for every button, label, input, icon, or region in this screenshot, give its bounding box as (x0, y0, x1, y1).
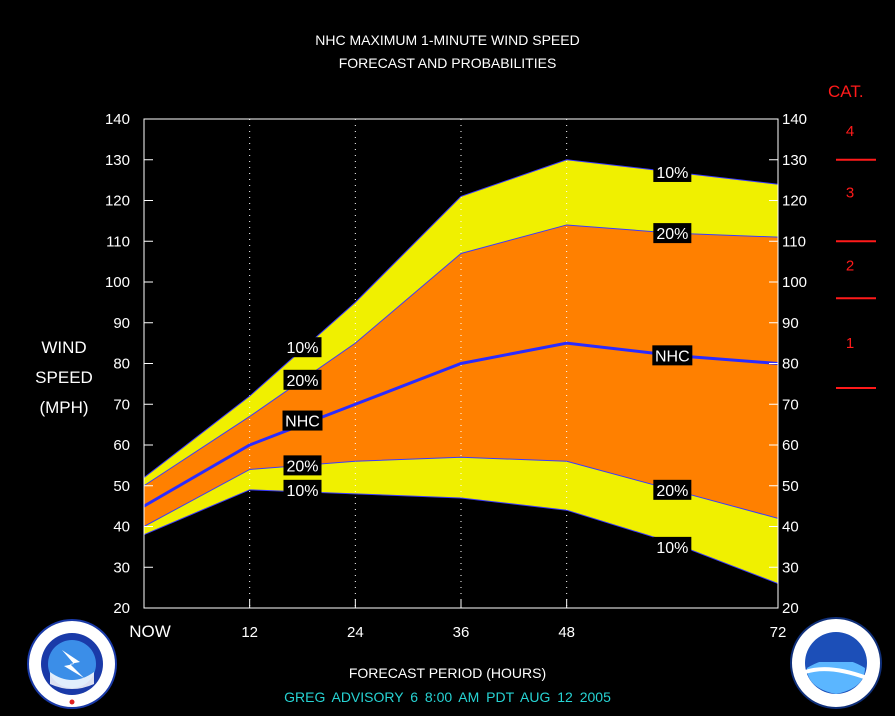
annotation-box-9 (653, 536, 692, 557)
annotation-label-7: NHC (655, 348, 690, 365)
category-label-3: 3 (846, 184, 854, 201)
x-tick-label-24: 24 (347, 624, 364, 641)
annotation-box-3 (283, 455, 322, 476)
y-tick-label-left-140: 140 (105, 111, 130, 128)
category-label-2: 2 (846, 258, 854, 275)
y-tick-label-right-30: 30 (782, 559, 799, 576)
inner-probability-band (144, 224, 778, 527)
y-tick-label-right-60: 60 (782, 437, 799, 454)
y-tick-label-right-20: 20 (782, 600, 799, 617)
y-tick-label-right-40: 40 (782, 519, 799, 536)
annotation-box-4 (283, 479, 322, 500)
annotation-label-0: 10% (286, 340, 318, 357)
y-tick-label-right-140: 140 (782, 111, 807, 128)
annotation-label-5: 10% (656, 165, 688, 182)
y-tick-label-left-130: 130 (105, 152, 130, 169)
annotation-label-4: 10% (286, 483, 318, 500)
y-tick-label-left-40: 40 (113, 519, 130, 536)
annotation-box-8 (653, 479, 692, 500)
y-tick-label-right-50: 50 (782, 478, 799, 495)
x-tick-label-0: NOW (129, 622, 171, 641)
y-tick-label-right-70: 70 (782, 396, 799, 413)
advisory-line: GREG ADVISORY 6 8:00 AM PDT AUG 12 2005 (284, 689, 611, 705)
annotation-label-9: 10% (656, 540, 688, 557)
y-tick-label-right-100: 100 (782, 274, 807, 291)
annotation-box-2 (282, 410, 323, 431)
annotation-label-1: 20% (286, 373, 318, 390)
y-tick-label-left-120: 120 (105, 193, 130, 210)
y-axis-label-line-2: SPEED (35, 368, 93, 387)
y-tick-label-left-30: 30 (113, 559, 130, 576)
y-tick-label-left-50: 50 (113, 478, 130, 495)
y-tick-label-left-100: 100 (105, 274, 130, 291)
x-axis-label: FORECAST PERIOD (HOURS) (348, 665, 547, 681)
y-tick-label-right-80: 80 (782, 356, 799, 373)
annotation-label-2: NHC (285, 414, 320, 431)
annotation-box-5 (653, 161, 692, 182)
y-tick-label-right-120: 120 (782, 193, 807, 210)
y-tick-label-right-110: 110 (782, 233, 806, 250)
y-tick-label-left-70: 70 (113, 396, 130, 413)
annotation-box-1 (283, 369, 322, 390)
x-tick-label-48: 48 (558, 624, 575, 641)
y-tick-label-left-60: 60 (113, 437, 130, 454)
annotation-box-0 (283, 337, 322, 358)
y-axis-label-line-1: WIND (41, 338, 87, 357)
chart-title: NHC MAXIMUM 1-MINUTE WIND SPEED (315, 32, 580, 48)
y-tick-label-right-130: 130 (782, 152, 807, 169)
annotation-box-7 (652, 345, 693, 366)
y-tick-label-left-110: 110 (106, 233, 130, 250)
category-label-1: 1 (846, 335, 854, 352)
x-tick-label-12: 12 (241, 624, 258, 641)
y-tick-label-left-80: 80 (113, 356, 130, 373)
y-tick-label-right-90: 90 (782, 315, 799, 332)
noaa-logo (790, 617, 882, 709)
y-tick-label-left-90: 90 (113, 315, 130, 332)
national-weather-service-logo (27, 619, 117, 709)
annotation-label-6: 20% (656, 226, 688, 243)
annotation-label-8: 20% (656, 483, 688, 500)
x-tick-label-36: 36 (453, 624, 470, 641)
category-title: CAT. (828, 82, 864, 101)
chart-subtitle: FORECAST AND PROBABILITIES (338, 55, 557, 71)
y-tick-label-left-20: 20 (113, 600, 130, 617)
category-label-4: 4 (846, 123, 854, 140)
annotation-label-3: 20% (286, 458, 318, 475)
annotation-box-6 (653, 223, 692, 244)
y-axis-label-line-3: (MPH) (39, 398, 89, 417)
x-tick-label-72: 72 (770, 624, 787, 641)
